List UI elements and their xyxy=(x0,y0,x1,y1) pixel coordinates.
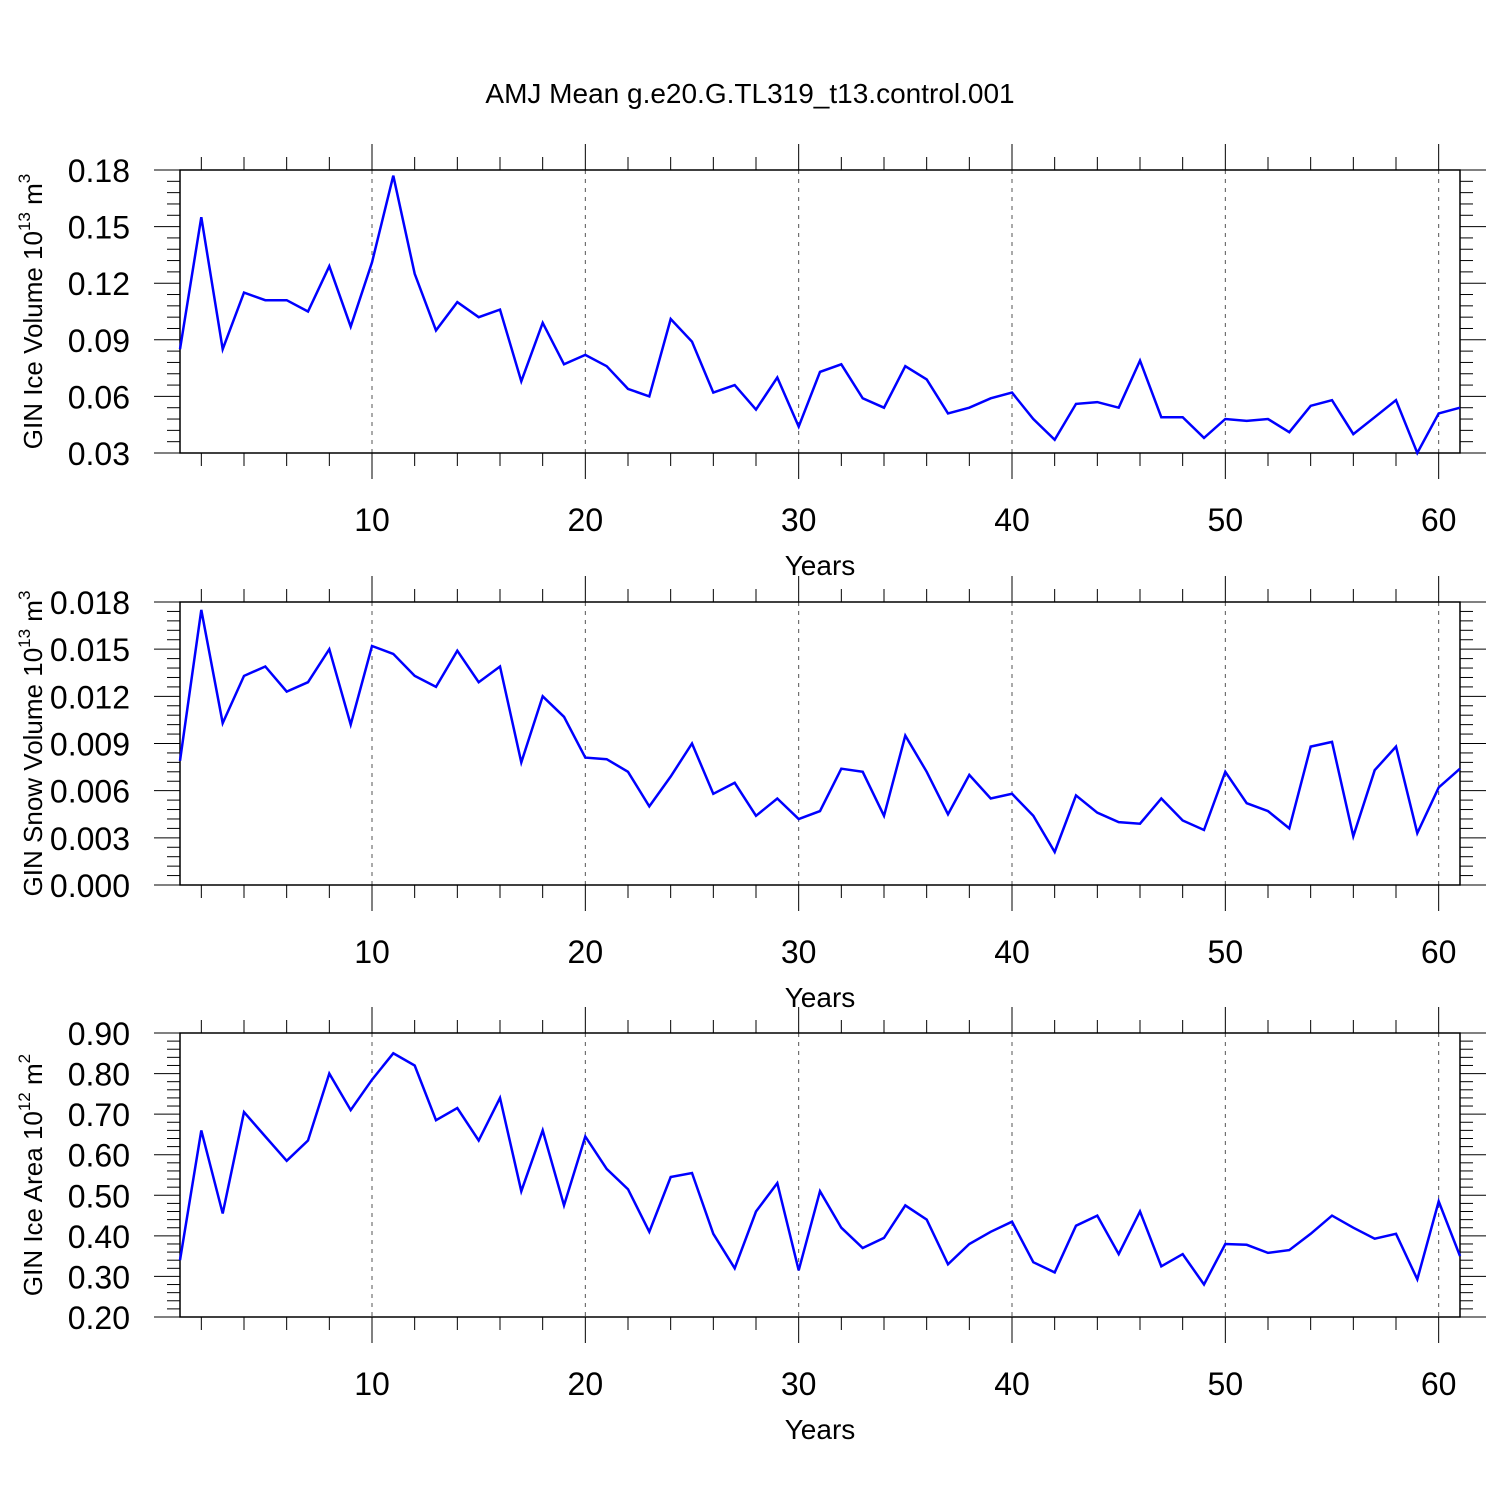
series-line-3-1 xyxy=(178,1051,1462,1287)
x-tick-label-40: 40 xyxy=(994,502,1030,538)
x-axis-label: Years xyxy=(785,1414,856,1445)
y-axis-label: GIN Ice Volume 1013 m3 xyxy=(15,174,48,450)
y-axis-label-main: GIN Ice Volume 10 xyxy=(18,231,48,449)
y-axis-label-main: GIN Snow Volume 10 xyxy=(18,648,48,897)
y-axis-label-unit-exponent: 2 xyxy=(15,1054,34,1063)
x-tick-label-20: 20 xyxy=(568,502,604,538)
y-tick-label-5: 0.18 xyxy=(68,153,130,189)
y-tick-label-5: 0.015 xyxy=(50,632,130,668)
y-axis-label-exponent: 12 xyxy=(15,1092,34,1111)
x-tick-label-50: 50 xyxy=(1208,1366,1244,1402)
x-tick-label-60: 60 xyxy=(1421,1366,1457,1402)
x-tick-label-10: 10 xyxy=(354,1366,390,1402)
y-axis-label-unit: m xyxy=(18,183,48,212)
x-tick-label-30: 30 xyxy=(781,502,817,538)
x-tick-label-50: 50 xyxy=(1208,502,1244,538)
y-tick-label-3: 0.12 xyxy=(68,266,130,302)
y-tick-label-3: 0.50 xyxy=(68,1178,130,1214)
x-tick-label-60: 60 xyxy=(1421,502,1457,538)
y-axis-label-exponent: 13 xyxy=(15,629,34,648)
y-axis-label-unit-exponent: 3 xyxy=(15,174,34,183)
chart-title: AMJ Mean g.e20.G.TL319_t13.control.001 xyxy=(485,78,1015,109)
y-axis-label-unit-exponent: 3 xyxy=(15,591,34,600)
y-tick-label-0: 0.000 xyxy=(50,868,130,904)
x-tick-label-40: 40 xyxy=(994,1366,1030,1402)
y-tick-label-1: 0.06 xyxy=(68,379,130,415)
y-axis-label-main: GIN Ice Area 10 xyxy=(18,1111,48,1296)
y-axis-label: GIN Ice Area 1012 m2 xyxy=(15,1054,48,1296)
y-axis-label-exponent: 13 xyxy=(15,212,34,231)
y-axis-label-unit: m xyxy=(18,600,48,629)
y-axis-label-unit: m xyxy=(18,1063,48,1092)
y-tick-label-4: 0.15 xyxy=(68,210,130,246)
x-tick-label-50: 50 xyxy=(1208,934,1244,970)
y-tick-label-0: 0.20 xyxy=(68,1300,130,1336)
chart-panel-2: 10 20 30 40 50 60 Years 0.000 0.003 0.006 0.009 0.0… xyxy=(15,576,1486,1013)
y-tick-label-4: 0.60 xyxy=(68,1138,130,1174)
plot-frame xyxy=(179,601,1461,886)
chart-panel-3: 10 20 30 40 50 60 Years 0.20 0.30 0.40 0.50 0.60 0.7… xyxy=(15,1007,1486,1445)
y-tick-label-4: 0.012 xyxy=(50,679,130,715)
y-axis-label: GIN Snow Volume 1013 m3 xyxy=(15,591,48,897)
series-line-2-1 xyxy=(178,609,1461,855)
y-tick-label-3: 0.009 xyxy=(50,727,130,763)
x-tick-label-30: 30 xyxy=(781,934,817,970)
y-tick-label-2: 0.09 xyxy=(68,323,130,359)
plot-frame xyxy=(179,169,1461,454)
y-tick-label-2: 0.006 xyxy=(50,774,130,810)
x-tick-label-60: 60 xyxy=(1421,934,1457,970)
y-tick-label-2: 0.40 xyxy=(68,1219,130,1255)
x-tick-label-20: 20 xyxy=(568,1366,604,1402)
x-tick-label-20: 20 xyxy=(568,934,604,970)
series-line-1-1 xyxy=(178,175,1461,456)
x-axis-label: Years xyxy=(785,982,856,1013)
y-tick-label-0: 0.03 xyxy=(68,436,130,472)
y-tick-label-6: 0.018 xyxy=(50,585,130,621)
y-tick-label-7: 0.90 xyxy=(68,1016,130,1052)
x-tick-label-30: 30 xyxy=(781,1366,817,1402)
y-tick-label-1: 0.003 xyxy=(50,821,130,857)
x-tick-label-10: 10 xyxy=(354,502,390,538)
plot-frame xyxy=(179,1032,1461,1318)
y-tick-label-1: 0.30 xyxy=(68,1259,130,1295)
chart-panel-1: 10 20 30 40 50 60 Years 0.03 0.06 0.09 0.12 0.15 0.1… xyxy=(15,144,1486,581)
x-tick-label-10: 10 xyxy=(354,934,390,970)
y-tick-label-6: 0.80 xyxy=(68,1057,130,1093)
y-tick-label-5: 0.70 xyxy=(68,1097,130,1133)
x-tick-label-40: 40 xyxy=(994,934,1030,970)
x-axis-label: Years xyxy=(785,550,856,581)
